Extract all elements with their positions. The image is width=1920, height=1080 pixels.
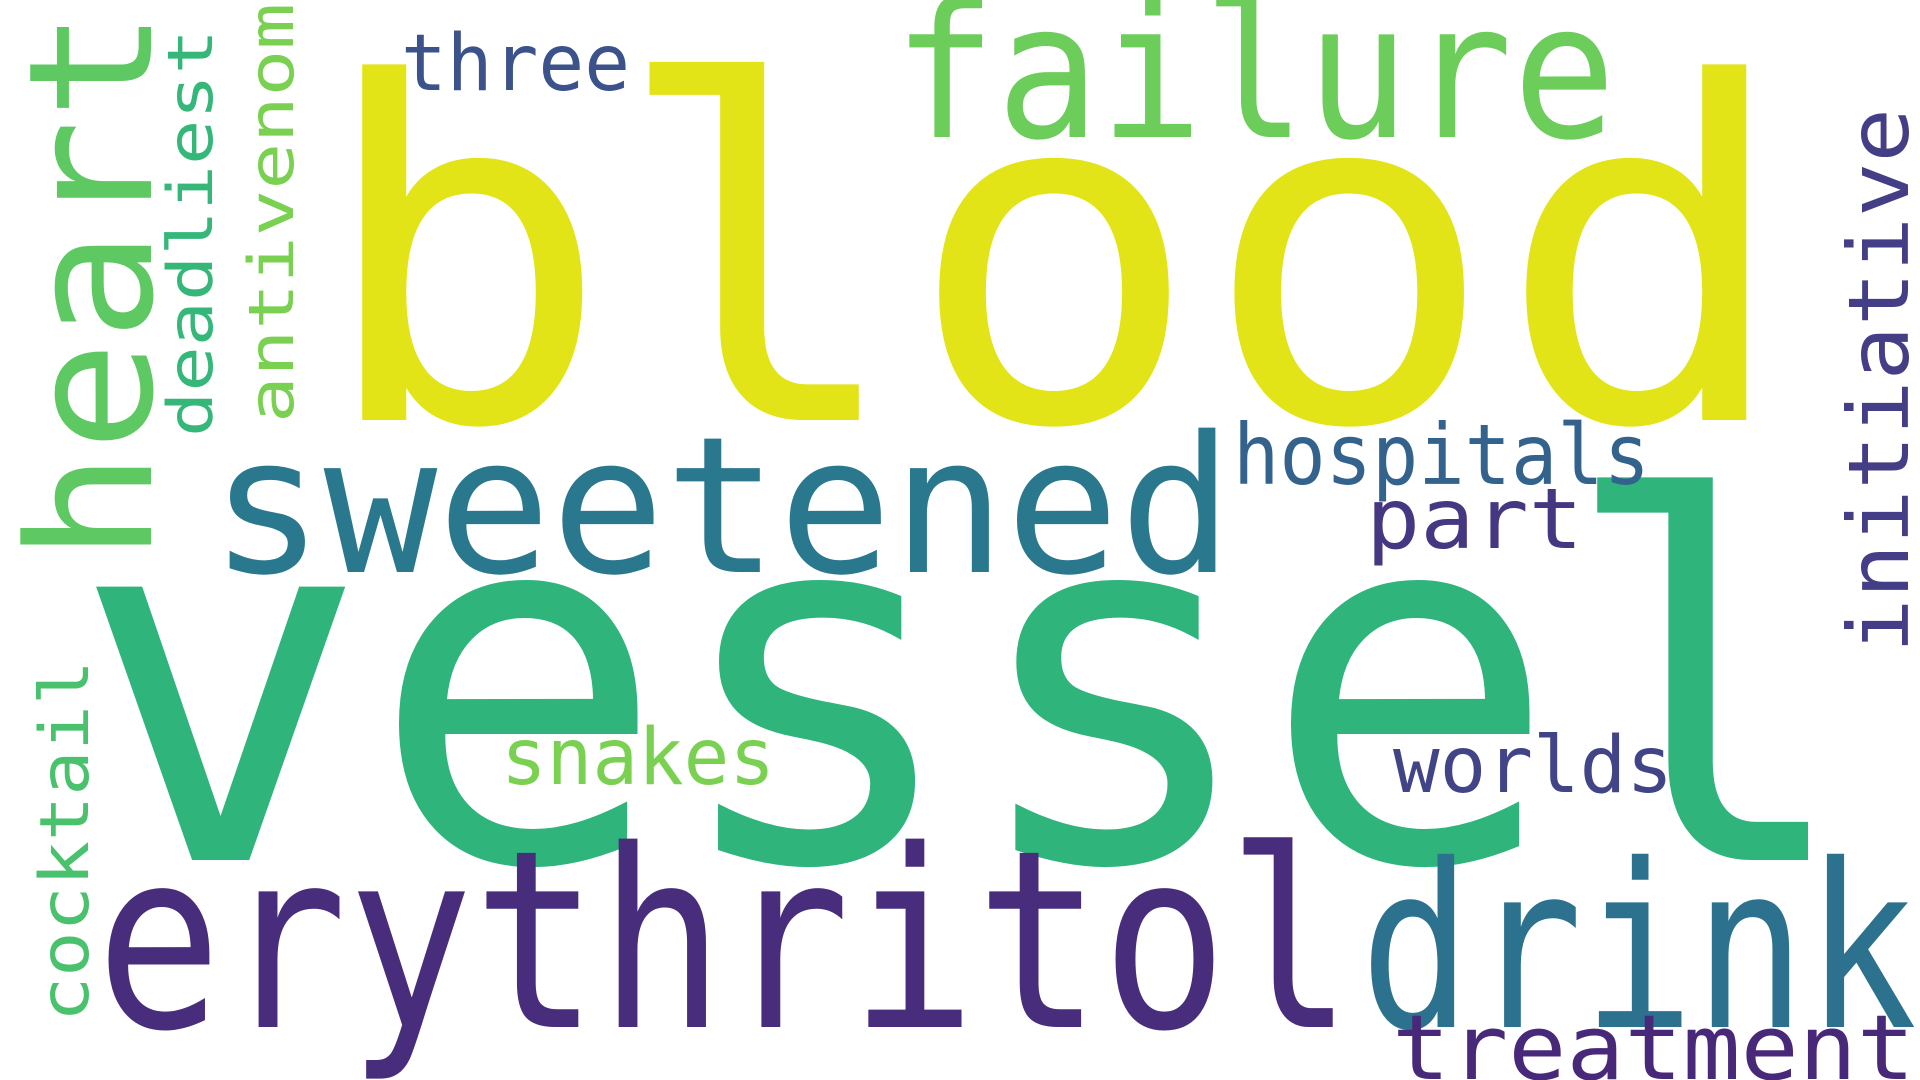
word-failure: failure (893, 0, 1616, 182)
word-cocktail: cocktail (26, 660, 105, 1022)
word-snakes: snakes (501, 713, 775, 803)
word-treatment: treatment (1392, 996, 1915, 1080)
word-initiative: initiative (1830, 108, 1920, 653)
word-hospitals: hospitals (1233, 406, 1650, 504)
word-heart: heart (0, 9, 192, 562)
word-sweetened: sweetened (210, 396, 1233, 617)
word-deadliest: deadliest (154, 29, 227, 437)
word-erythritol: erythritol (96, 798, 1353, 1080)
word-blood: blood (316, 0, 1792, 531)
word-part: part (1366, 470, 1583, 568)
word-antivenom: antivenom (235, 3, 308, 423)
word-drink: drink (1360, 815, 1917, 1080)
word-vessel: vessel (72, 396, 1856, 978)
word-three: three (401, 19, 630, 109)
word-worlds: worlds (1393, 721, 1673, 811)
